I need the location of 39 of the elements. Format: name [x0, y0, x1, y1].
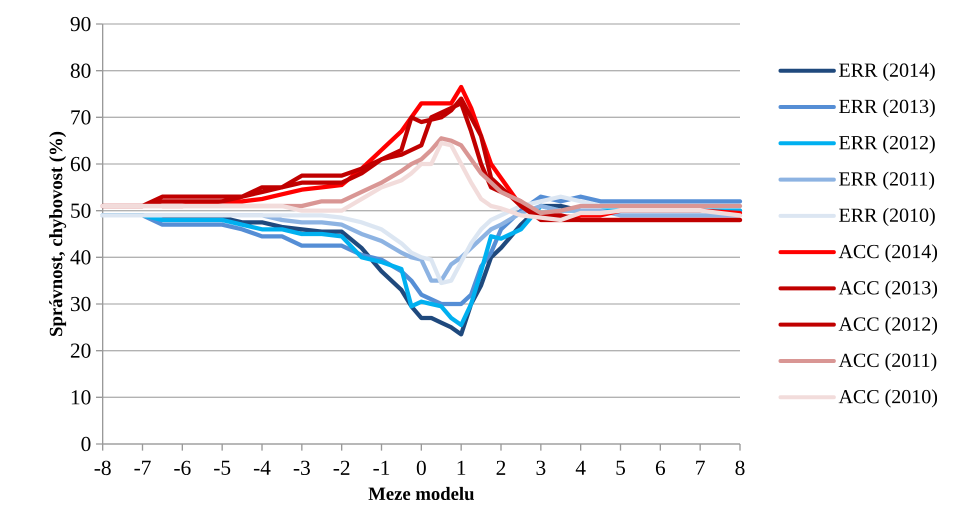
- y-tick-label: 0: [81, 436, 90, 452]
- legend-label: ACC (2010): [838, 389, 938, 408]
- y-tick-label: 10: [72, 390, 90, 405]
- x-tick-label: 6: [656, 460, 666, 476]
- y-tick-label: 80: [70, 63, 90, 78]
- x-tick-label: 3: [536, 460, 546, 476]
- x-tick-label: 2: [496, 460, 506, 475]
- y-tick-label: 60: [70, 156, 90, 172]
- y-tick-label: 70: [71, 110, 90, 125]
- x-tick-label: -8: [94, 460, 111, 476]
- x-tick-label: -7: [134, 460, 151, 475]
- legend-label: ERR (2013): [839, 99, 935, 118]
- y-tick-label: 50: [71, 203, 90, 218]
- x-tick-label: -3: [294, 460, 310, 476]
- legend-label: ACC (2012): [838, 316, 938, 335]
- x-tick-label: 1: [458, 460, 466, 475]
- x-tick-label: -1: [373, 460, 390, 475]
- y-tick-label: 40: [70, 250, 90, 265]
- legend-label: ERR (2010): [839, 208, 935, 226]
- x-axis-title: Meze modelu: [368, 486, 474, 500]
- x-tick-label: -5: [214, 460, 230, 475]
- legend-label: ERR (2012): [839, 135, 935, 154]
- y-axis-title: Správnost, chybovost (%): [49, 132, 66, 336]
- legend-label: ERR (2011): [839, 172, 934, 190]
- y-tick-label: 90: [70, 16, 90, 32]
- x-tick-label: 0: [416, 460, 426, 476]
- legend-label: ACC (2014): [838, 244, 938, 262]
- y-tick-label: 30: [70, 296, 90, 312]
- x-tick-label: -2: [334, 460, 350, 475]
- x-tick-label: 5: [616, 460, 625, 475]
- legend-label: ACC (2013): [838, 280, 938, 299]
- legend-label: ACC (2011): [838, 353, 936, 372]
- x-tick-label: -4: [254, 460, 271, 475]
- x-tick-label: 7: [696, 460, 705, 475]
- y-tick-label: 20: [70, 343, 90, 358]
- legend-label: ERR (2014): [839, 62, 935, 81]
- x-tick-label: -6: [174, 460, 191, 476]
- x-tick-label: 8: [735, 460, 745, 476]
- x-tick-label: 4: [576, 460, 586, 475]
